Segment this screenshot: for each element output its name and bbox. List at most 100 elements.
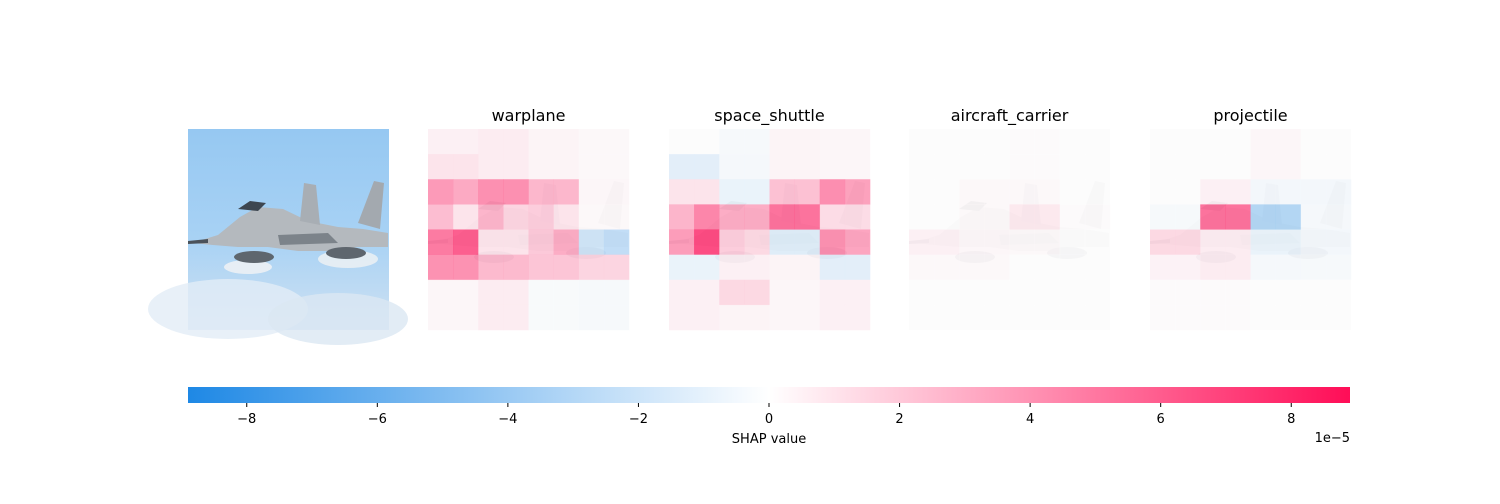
heatmap-cell xyxy=(1225,279,1251,306)
heatmap-cell xyxy=(769,179,795,205)
heatmap-cell xyxy=(669,279,695,306)
heatmap-cell xyxy=(428,254,454,281)
heatmap-cell xyxy=(1200,179,1226,205)
heatmap-cell xyxy=(603,204,630,230)
heatmap-cell xyxy=(844,279,871,306)
heatmap-cell xyxy=(794,129,821,155)
heatmap-cell xyxy=(478,204,504,230)
heatmap-cell xyxy=(428,154,454,180)
heatmap-cell xyxy=(719,154,745,180)
heatmap-cell xyxy=(1225,304,1251,331)
heatmap-cell xyxy=(744,154,770,180)
heatmap-cell xyxy=(1009,179,1035,205)
heatmap-cell xyxy=(819,254,846,281)
heatmap-cell xyxy=(578,229,605,255)
heatmap-cell xyxy=(1325,179,1352,205)
heatmap-cell xyxy=(1150,229,1176,255)
heatmap-cell xyxy=(528,254,554,281)
heatmap-cell xyxy=(1084,279,1111,306)
heatmap-cell xyxy=(934,204,960,230)
heatmap-cell xyxy=(844,229,871,255)
heatmap-cell xyxy=(934,304,960,331)
heatmap-cell xyxy=(1300,154,1327,180)
heatmap-cell xyxy=(1325,129,1352,155)
heatmap-cell xyxy=(578,204,605,230)
heatmap-cell xyxy=(984,229,1010,255)
heatmap-cell xyxy=(453,154,479,180)
heatmap-cell xyxy=(1175,279,1201,306)
heatmap-cell xyxy=(603,129,630,155)
heatmap-cell xyxy=(503,254,529,281)
heatmap-cell xyxy=(769,304,795,331)
heatmap-cell xyxy=(1275,279,1302,306)
heatmap-cell xyxy=(478,304,504,331)
heatmap-cell xyxy=(719,279,745,306)
heatmap-cell xyxy=(819,204,846,230)
heatmap-cell xyxy=(744,229,770,255)
heatmap-cell xyxy=(694,254,720,281)
heatmap-cell xyxy=(1200,129,1226,155)
heatmap-cell xyxy=(528,179,554,205)
heatmap-cell xyxy=(578,129,605,155)
original-image-cloud xyxy=(148,279,308,339)
heatmap-cell xyxy=(694,279,720,306)
heatmap-cell xyxy=(428,179,454,205)
heatmap-cell xyxy=(1250,229,1276,255)
heatmap-cell xyxy=(959,304,985,331)
heatmap-cell xyxy=(1059,229,1086,255)
heatmap-cell xyxy=(478,129,504,155)
heatmap-cell xyxy=(934,154,960,180)
heatmap-cell xyxy=(959,254,985,281)
heatmap-cell xyxy=(503,154,529,180)
heatmap-cell xyxy=(984,204,1010,230)
heatmap-cell xyxy=(769,154,795,180)
heatmap-cell xyxy=(959,279,985,306)
heatmap-cell xyxy=(934,179,960,205)
heatmap-cell xyxy=(1300,229,1327,255)
heatmap-cell xyxy=(844,204,871,230)
panel-title: aircraft_carrier xyxy=(951,106,1069,126)
heatmap-cell xyxy=(1175,304,1201,331)
heatmap-cell xyxy=(669,204,695,230)
heatmap-cell xyxy=(984,254,1010,281)
heatmap-cell xyxy=(553,179,580,205)
heatmap-cell xyxy=(959,229,985,255)
heatmap-cell xyxy=(694,304,720,331)
heatmap-cell xyxy=(1325,154,1352,180)
heatmap-cell xyxy=(984,179,1010,205)
heatmap-cell xyxy=(1225,179,1251,205)
heatmap-cell xyxy=(1250,204,1276,230)
heatmap-cell xyxy=(1250,254,1276,281)
heatmap-cell xyxy=(478,279,504,306)
colorbar-tick-label: 0 xyxy=(765,412,773,427)
heatmap-cell xyxy=(1275,229,1302,255)
heatmap-cell xyxy=(1325,204,1352,230)
heatmap-cell xyxy=(528,129,554,155)
shap-panel-projectile: projectile xyxy=(1150,106,1352,331)
heatmap-cell xyxy=(984,279,1010,306)
colorbar-label: SHAP value xyxy=(732,432,806,447)
heatmap-cell xyxy=(1200,154,1226,180)
heatmap-cell xyxy=(819,279,846,306)
heatmap-cell xyxy=(719,204,745,230)
heatmap-cell xyxy=(453,279,479,306)
heatmap-cell xyxy=(1150,129,1176,155)
heatmap-cell xyxy=(1275,154,1302,180)
heatmap-cell xyxy=(694,204,720,230)
heatmap-cell xyxy=(553,204,580,230)
heatmap-cell xyxy=(453,304,479,331)
heatmap-cell xyxy=(669,179,695,205)
colorbar-ticks: −8 −6 −4 −2 0 2 4 6 8 xyxy=(237,403,1295,427)
heatmap-cell xyxy=(909,229,935,255)
heatmap-cell xyxy=(1175,154,1201,180)
heatmap-cell xyxy=(553,129,580,155)
heatmap-cell xyxy=(1084,229,1111,255)
heatmap-cell xyxy=(528,204,554,230)
heatmap-cell xyxy=(1034,179,1061,205)
heatmap-cell xyxy=(478,229,504,255)
heatmap-cell xyxy=(959,179,985,205)
heatmap-cell xyxy=(769,254,795,281)
heatmap-cell xyxy=(453,204,479,230)
heatmap-cell xyxy=(769,204,795,230)
heatmap-cell xyxy=(769,229,795,255)
